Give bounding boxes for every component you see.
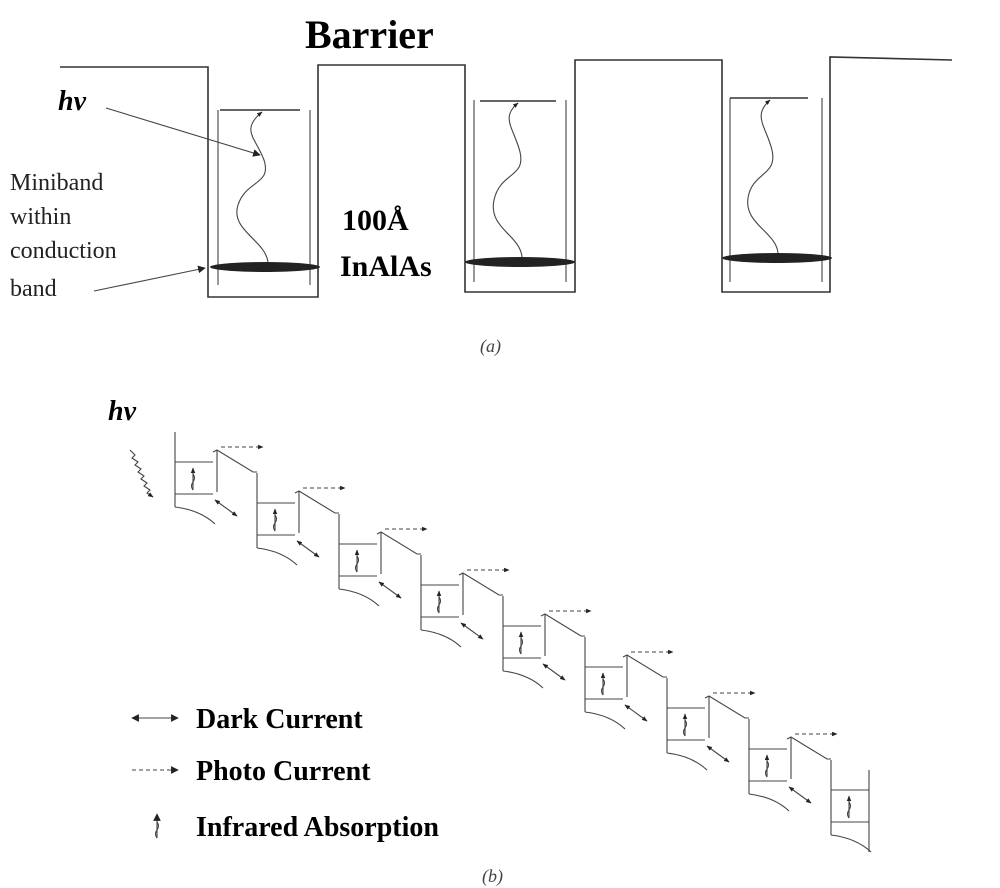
barrier-slope [540,613,585,637]
well-floor [830,834,872,853]
well-floor [666,752,708,771]
well-floor [748,793,790,812]
caption-b: (b) [482,866,503,887]
absorption-squiggle [682,719,688,737]
legend-item-infrared-absorption: Infrared Absorption [153,812,439,843]
well-floor [584,711,626,730]
absorption-squiggle [764,760,770,778]
hv-label-b: hv [108,396,137,427]
caption-a: (a) [480,336,501,357]
miniband-1 [210,262,320,272]
absorption-squiggle [518,637,524,655]
well-floor [502,670,544,689]
dark-current-arrow [788,786,812,804]
miniband-label-line-1: Miniband [10,170,103,196]
incoming-photon-wave [129,449,154,498]
well-floor [256,547,298,566]
barrier-slope [704,695,749,719]
dark-current-arrow [214,499,238,517]
barrier-slope [786,736,831,760]
absorption-squiggle [354,555,360,573]
absorption-squiggle [846,801,852,819]
legend-label-infrared-absorption: Infrared Absorption [196,812,439,843]
dark-current-arrow [460,622,484,640]
legend-item-photo-current: Photo Current [132,756,371,787]
staircase-band-profile [174,432,872,853]
legend-label-photo-current: Photo Current [196,756,371,787]
miniband-label-line-2: within [10,204,71,230]
barrier-slope [212,449,257,473]
legend-item-dark-current: Dark Current [131,704,363,735]
miniband-label-line-3: conduction [10,238,117,264]
miniband-label-line-4: band [10,276,57,302]
well-floor [338,588,380,607]
dark-current-arrow [296,540,320,558]
absorption-squiggle [600,678,606,696]
well-2-inner [473,100,567,282]
legend: Dark Current Photo Current Infrared Abso… [131,704,439,843]
dark-current-arrow [624,704,648,722]
absorption-squiggle [272,514,278,532]
panel-b: hv Dark Current Photo Current Infrared A… [108,396,872,887]
barrier-slope [622,654,667,678]
well-1-inner [217,110,311,285]
hv-label-a: hv [58,86,87,117]
barrier-slope [458,572,503,596]
dark-current-arrow [542,663,566,681]
miniband-2 [465,257,575,267]
hv-pointer-arrow [105,107,261,157]
absorption-squiggle [190,473,196,491]
miniband-3 [722,253,832,263]
well-width-label: 100Å [342,204,409,237]
excitation-wave-1 [236,111,269,263]
dark-current-arrow [378,581,402,599]
dark-current-arrow [706,745,730,763]
material-label: InAlAs [340,250,432,283]
legend-label-dark-current: Dark Current [196,704,363,735]
up-arrow-icon-squiggle [154,821,160,839]
barrier-slope [376,531,421,555]
barrier-label: Barrier [305,12,434,57]
miniband-pointer-arrow [93,265,206,292]
excitation-wave-2 [492,102,523,258]
barrier-slope [294,490,339,514]
panel-a: Barrier hv Miniband within conduction ba… [10,12,953,357]
excitation-wave-3 [747,99,779,254]
well-3-inner [729,98,823,282]
well-floor [420,629,462,648]
absorption-squiggle [436,596,442,614]
conduction-band-edge [60,56,953,298]
well-floor [174,506,216,525]
